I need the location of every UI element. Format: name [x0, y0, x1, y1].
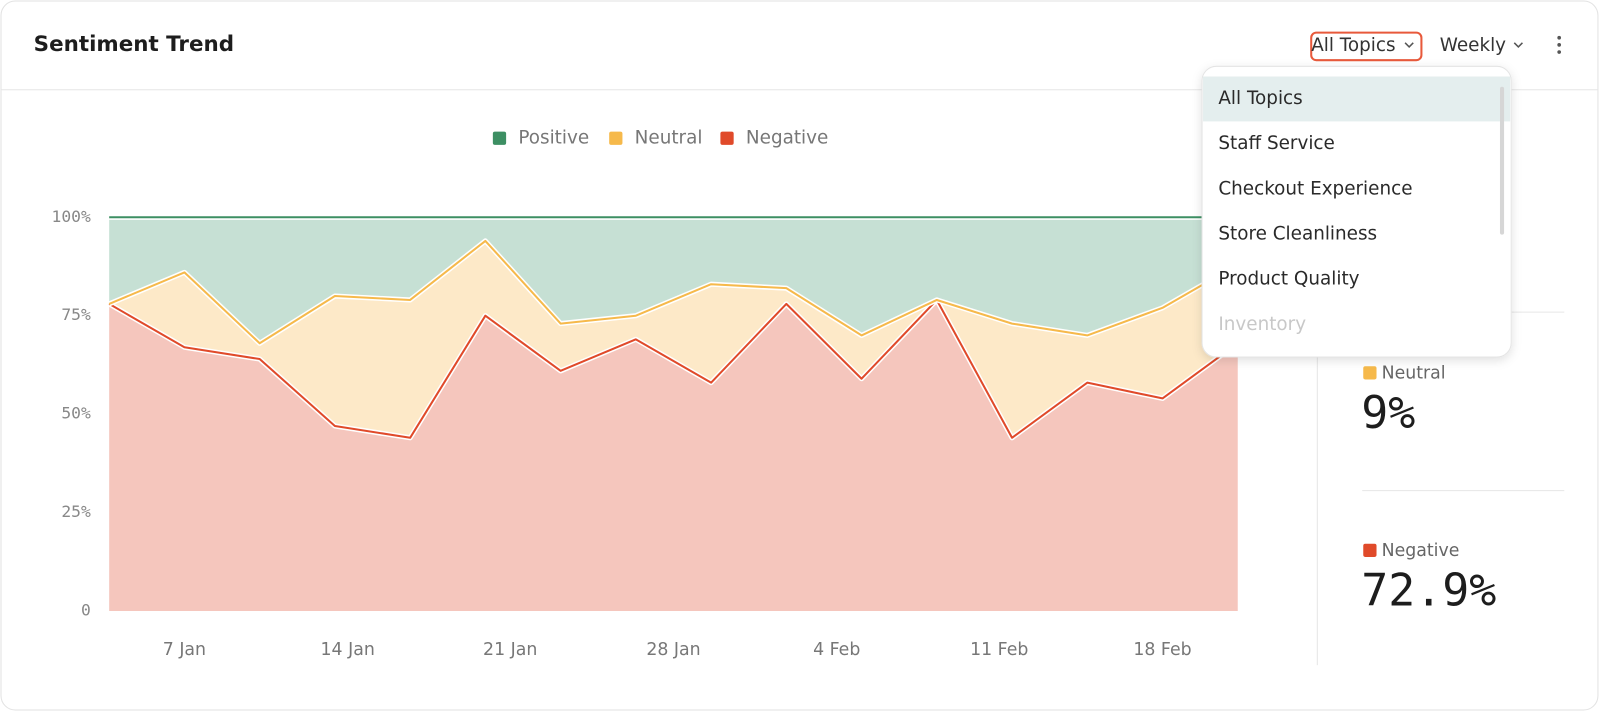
- y-tick-label: 100%: [52, 207, 91, 226]
- y-tick-label: 0: [81, 601, 91, 620]
- topic-button-label[interactable]: All Topics: [1311, 35, 1395, 56]
- y-tick-label: 25%: [61, 502, 91, 521]
- x-tick-label: 21 Jan: [483, 640, 537, 660]
- dropdown-item[interactable]: Store Cleanliness: [1218, 224, 1377, 245]
- dropdown-panel: [1201, 65, 1512, 358]
- chart: 0 25% 50% 75% 100% 7 Jan 14 Jan 21 Jan 28 Jan 4 F…: [52, 128, 1240, 660]
- dropdown-item[interactable]: Inventory: [1218, 314, 1306, 335]
- stat-label: Neutral: [1382, 363, 1446, 383]
- x-tick-label: 4 Feb: [813, 640, 860, 660]
- dropdown-item[interactable]: Checkout Experience: [1218, 178, 1412, 199]
- card-title: Sentiment Trend: [34, 32, 234, 57]
- more-menu[interactable]: [1557, 35, 1562, 54]
- stat-label: Negative: [1382, 541, 1460, 561]
- x-tick-label: 7 Jan: [163, 640, 206, 660]
- period-button[interactable]: Weekly: [1440, 35, 1506, 56]
- scrollbar: [1499, 86, 1505, 235]
- stat-value: 9%: [1361, 386, 1415, 439]
- area: [109, 299, 1238, 612]
- area: [109, 217, 1238, 344]
- line: [108, 298, 1239, 439]
- stat-value: 72.9%: [1361, 564, 1496, 617]
- chevron: [1513, 42, 1523, 49]
- legend-label[interactable]: Positive: [518, 128, 589, 149]
- area: [109, 240, 1238, 438]
- y-tick-label: 50%: [61, 404, 91, 423]
- topic-button[interactable]: [1310, 31, 1423, 62]
- line: [108, 239, 1239, 345]
- stat-swatch: [1363, 366, 1377, 380]
- legend-swatch: [609, 131, 623, 145]
- chevron: [1404, 42, 1414, 49]
- legend-label[interactable]: Neutral: [635, 128, 703, 149]
- dropdown-item[interactable]: All Topics: [1218, 88, 1302, 109]
- y-tick-label: 75%: [61, 305, 91, 324]
- x-tick-label: 18 Feb: [1133, 640, 1191, 660]
- legend-swatch: [492, 131, 507, 145]
- dropdown-highlight: [1203, 76, 1511, 122]
- legend-label[interactable]: Negative: [746, 128, 828, 149]
- x-tick-label: 28 Jan: [646, 640, 700, 660]
- dropdown: All Topics Staff Service Checkout Experien…: [1201, 65, 1512, 358]
- stat-swatch: [1363, 543, 1377, 557]
- x-tick-label: 11 Feb: [970, 640, 1028, 660]
- dropdown-item[interactable]: Staff Service: [1218, 133, 1334, 154]
- x-tick-label: 14 Jan: [321, 640, 375, 660]
- dropdown-item[interactable]: Product Quality: [1218, 269, 1359, 290]
- legend-swatch: [720, 131, 734, 145]
